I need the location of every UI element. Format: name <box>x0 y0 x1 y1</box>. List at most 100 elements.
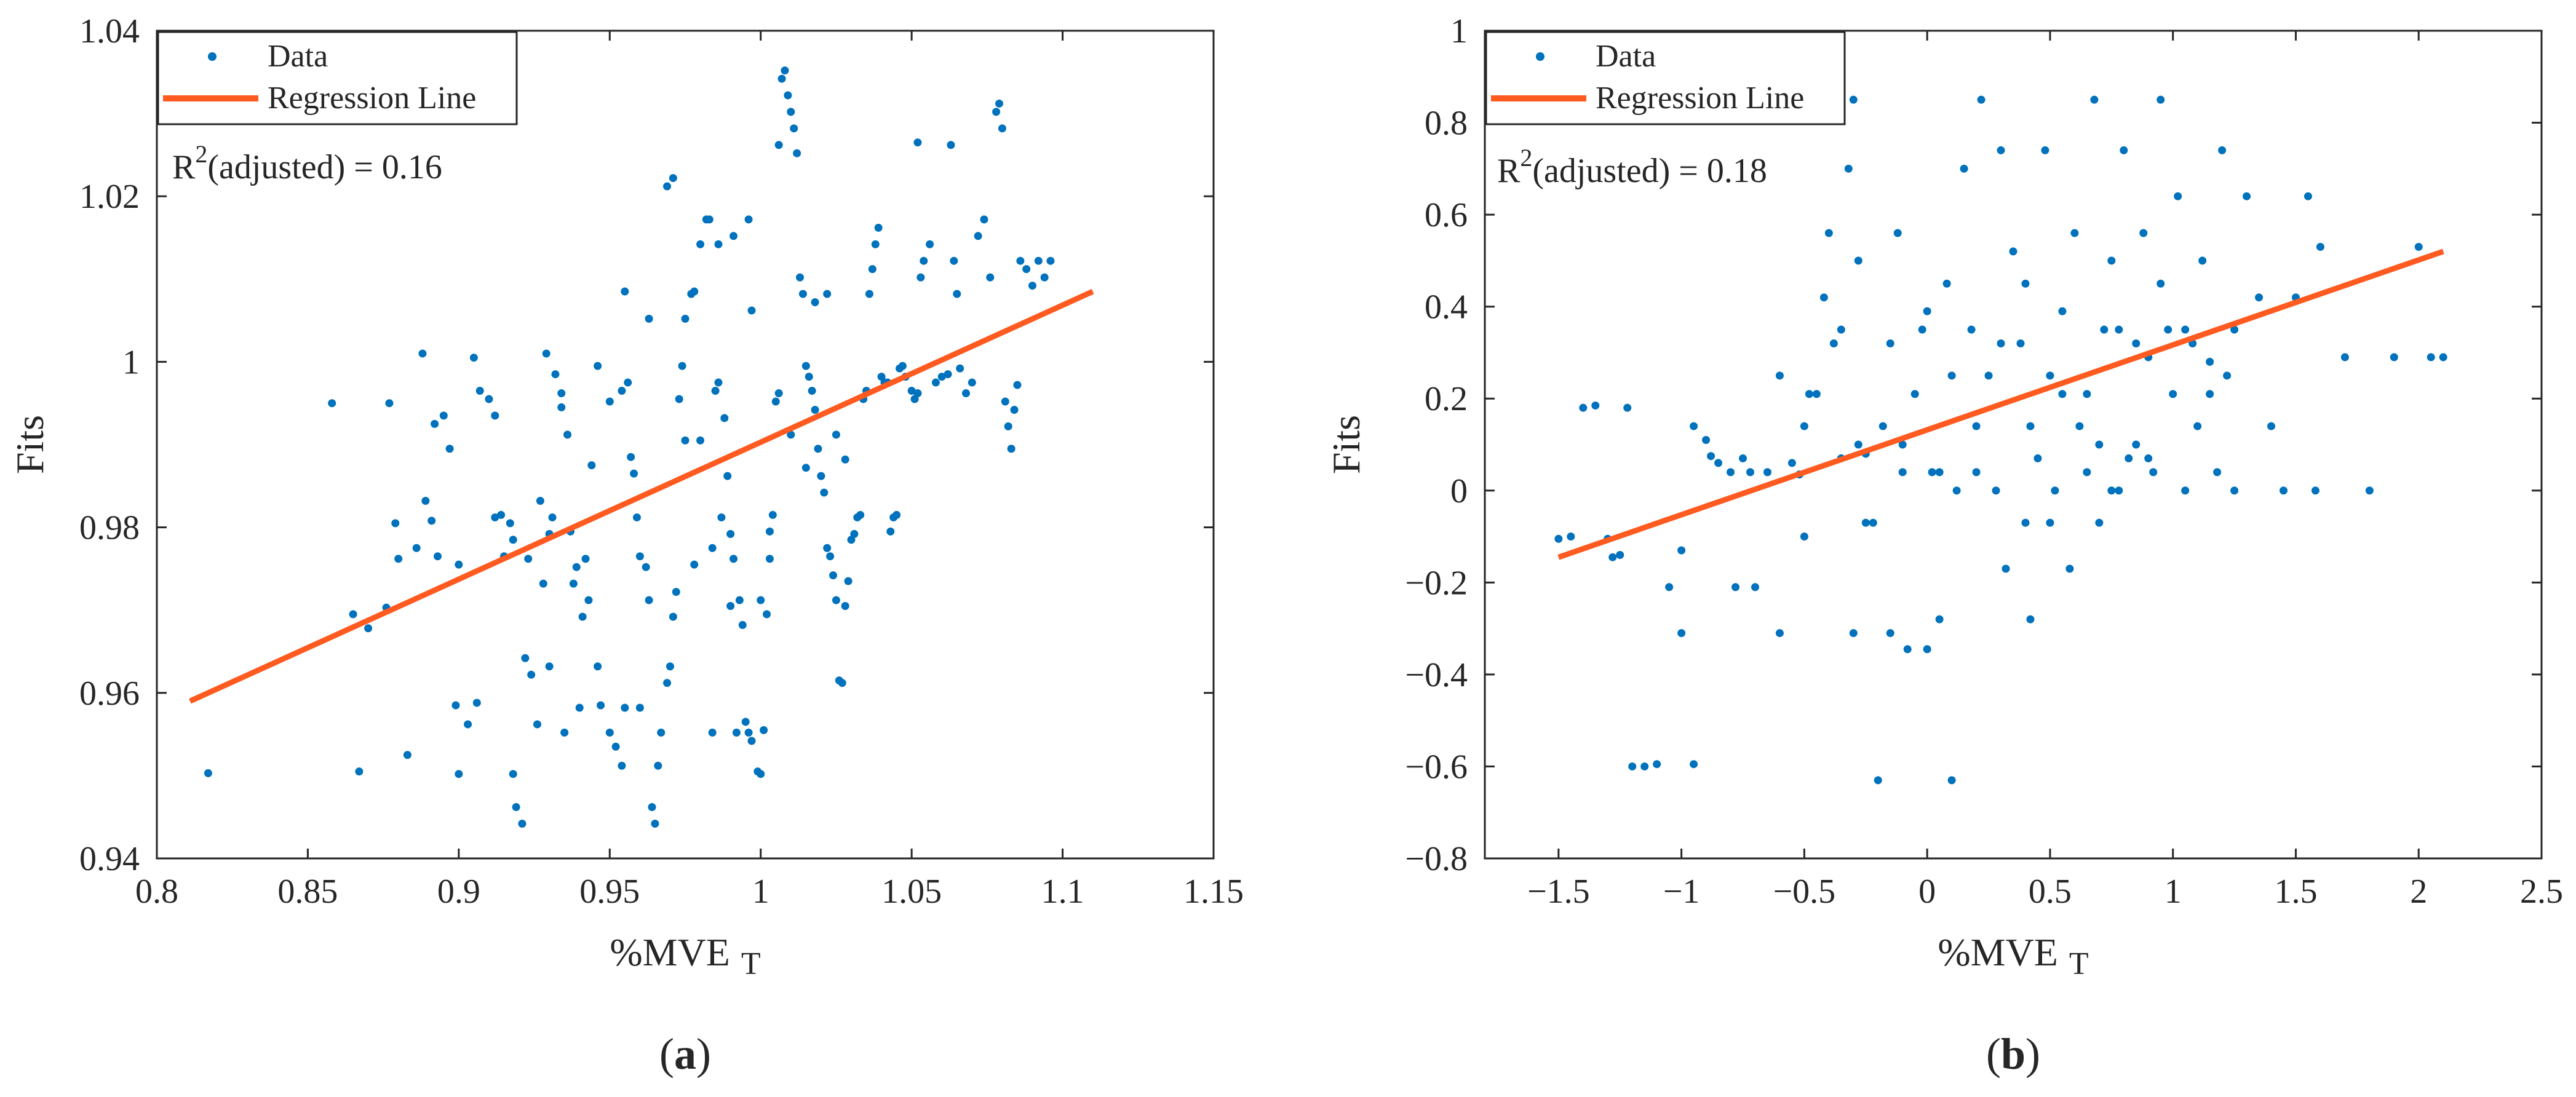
panel-b-data-point <box>1787 459 1796 467</box>
panel-a-y-tick-label: 0.94 <box>79 840 140 878</box>
panel-b-data-point <box>1898 468 1907 477</box>
panel-a-r2-annotation: R2(adjusted) = 0.16 <box>172 140 442 186</box>
panel-a-data-point <box>705 215 714 224</box>
panel-b-data-point <box>1997 146 2005 154</box>
panel-a-data-point <box>527 670 536 679</box>
panel-b-data-point <box>2169 390 2177 398</box>
panel-a-data-point <box>1001 397 1009 406</box>
panel-a-data-point <box>539 579 547 588</box>
panel-a-data-point <box>469 354 478 362</box>
panel-b-data-point <box>2316 242 2324 251</box>
panel-a-plot-area <box>156 30 1215 860</box>
panel-a-data-point <box>763 610 771 619</box>
panel-b-data-point <box>1947 371 1956 380</box>
panel-a-data-point <box>472 699 481 707</box>
panel-a-legend-data-label: Data <box>268 39 328 74</box>
panel-a-data-point <box>714 240 723 248</box>
panel-b-data-point <box>2107 256 2116 265</box>
panel-a-x-tick-label: 0.9 <box>437 873 480 911</box>
panel-b-y-axis: −0.8 −0.6 −0.4 −0.2 0 0.2 0.4 0.6 0.8 1 <box>1405 12 2542 878</box>
panel-a-data-point <box>796 273 805 282</box>
panel-a-data-point <box>581 555 590 563</box>
panel-b-x-tick-label: −1 <box>1663 873 1700 911</box>
panel-a-legend-regression-label: Regression Line <box>268 81 476 116</box>
panel-a-data-point <box>829 571 838 580</box>
panel-b-data-point <box>2198 256 2207 265</box>
panel-b-data-point <box>1690 422 1698 430</box>
panel-a-data-point <box>913 389 922 398</box>
panel-a-data-point <box>741 718 750 726</box>
panel-a-data-point <box>832 430 840 439</box>
panel-a-data-point <box>916 273 925 282</box>
panel-b-data-point <box>2132 339 2141 347</box>
panel-a-data-point <box>678 362 686 370</box>
panel-b-data-point <box>1746 468 1754 477</box>
panel-b-data-point <box>2115 486 2123 495</box>
panel-a-data-point <box>536 497 544 505</box>
panel-b-data-point <box>1567 533 1575 541</box>
panel-b-data-point <box>2157 279 2165 288</box>
panel-b-data-point <box>1935 615 1944 624</box>
panel-a-data-point <box>445 445 454 453</box>
panel-a-data-point <box>986 273 995 282</box>
panel-a-data-point <box>801 464 810 472</box>
panel-a-data-point <box>681 314 690 323</box>
panel-a-y-tick-label: 1 <box>122 343 140 381</box>
panel-b-data-point <box>1947 776 1956 785</box>
panel-a-data-point <box>944 370 952 379</box>
panel-a-data-point <box>757 770 765 778</box>
panel-a-data-point <box>385 399 394 408</box>
panel-b-regression-group <box>1557 248 2444 560</box>
panel-a-data-point <box>497 510 506 519</box>
panel-a-data-point <box>627 453 635 461</box>
panel-a-data-point <box>793 149 801 157</box>
panel-a-data-point <box>726 529 735 538</box>
panel-b-y-axis-label: Fits <box>1324 415 1368 474</box>
panel-a-data-point <box>624 378 632 387</box>
panel-a-data-point <box>823 290 832 298</box>
panel-b-data-point <box>1854 256 1862 265</box>
panel-a-data-point <box>801 362 810 370</box>
panel-b-y-tick-label: 1 <box>1450 12 1468 50</box>
panel-b-data-point <box>1960 164 1968 173</box>
panel-a-y-tick-label: 0.98 <box>79 509 140 547</box>
panel-a-data-point <box>560 728 569 737</box>
panel-b-data-point <box>2002 564 2010 573</box>
panel-a-data-point <box>892 510 901 519</box>
panel-a-data-point <box>569 579 578 588</box>
panel-b-data-point <box>1800 533 1808 541</box>
panel-a-data-point <box>518 819 527 828</box>
panel-a-data-point <box>690 287 699 296</box>
panel-a-data-point <box>720 414 729 422</box>
panel-b-data-point <box>1861 518 1870 527</box>
panel-b-data-point <box>1977 95 1986 104</box>
panel-b-data-point <box>2218 146 2227 154</box>
panel-b-data-point <box>1844 164 1853 173</box>
panel-a-data-point <box>907 387 916 395</box>
panel-b-data-point <box>1591 401 1600 410</box>
panel-a-data-point <box>433 552 442 561</box>
panel-a-data-point <box>1007 445 1016 453</box>
panel-a-data-point <box>874 223 883 232</box>
panel-b-data-point <box>1829 339 1838 347</box>
panel-a-data-point <box>729 232 738 240</box>
panel-b-y-tick-label: 0.2 <box>1425 380 1468 418</box>
panel-a-x-tick-label: 0.85 <box>277 873 338 911</box>
panel-b-data-point <box>2107 486 2116 495</box>
panel-a-data-point <box>663 182 672 191</box>
panel-a-data-point <box>651 819 659 828</box>
panel-b-data-point <box>2058 390 2067 398</box>
panel-a-x-tick-label: 1.15 <box>1183 873 1244 911</box>
panel-a-data-point <box>545 662 554 671</box>
panel-a-data-point <box>747 306 756 315</box>
panel-b-data-point <box>1623 403 1632 412</box>
panel-a-legend: Data Regression Line <box>157 31 518 125</box>
panel-b-data-point <box>1554 534 1563 543</box>
panel-b-data-point <box>1992 486 2000 495</box>
panel-a-data-point <box>850 529 859 538</box>
panel-a-data-point <box>524 555 533 563</box>
panel-a-data-point <box>672 588 680 596</box>
panel-a-data-point <box>777 74 786 83</box>
panel-a-data-point <box>841 455 849 464</box>
panel-b-x-tick-label: 1 <box>2165 873 2182 911</box>
